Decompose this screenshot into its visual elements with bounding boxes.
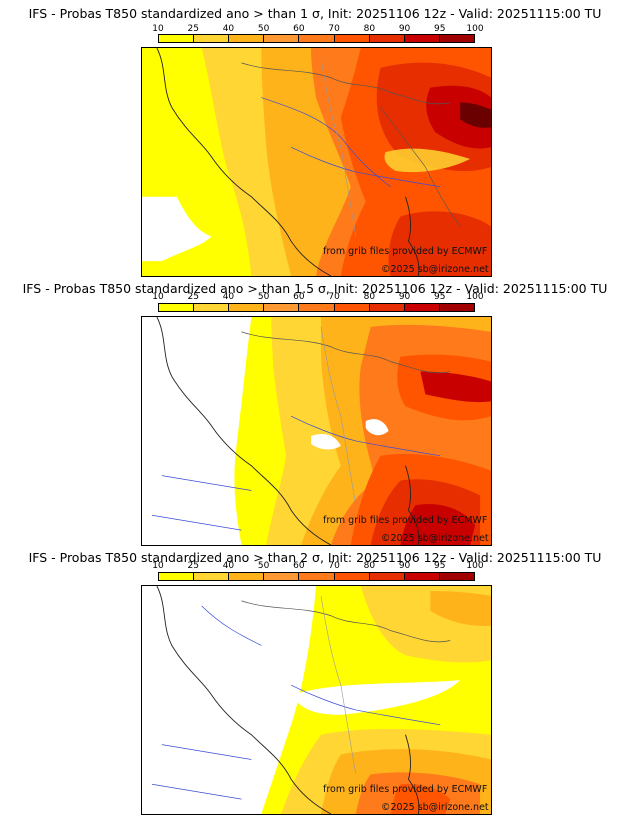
colorbar-segment	[369, 35, 405, 42]
panel-1-title: IFS - Probas T850 standardized ano > tha…	[28, 6, 602, 21]
panel-3-credit-copyright: ©2025 sb@irizone.net	[381, 802, 489, 813]
colorbar-segment	[264, 35, 300, 42]
colorbar-segment	[404, 304, 440, 311]
panel-1-credit-copyright: ©2025 sb@irizone.net	[381, 264, 489, 275]
panel-2-credit-copyright: ©2025 sb@irizone.net	[381, 533, 489, 544]
panel-1-colorbar	[158, 34, 475, 43]
colorbar-segment	[404, 35, 440, 42]
colorbar-segment	[299, 573, 335, 580]
colorbar-tick-label: 10	[152, 561, 164, 571]
colorbar-tick-label: 10	[152, 24, 164, 34]
colorbar-segment	[229, 304, 265, 311]
colorbar-tick-label: 80	[363, 24, 376, 34]
colorbar-tick-label: 25	[187, 561, 199, 571]
colorbar-tick-label: 100	[466, 561, 484, 571]
colorbar-segment	[369, 304, 405, 311]
colorbar-segment	[334, 573, 370, 580]
panel-2-colorbar	[158, 303, 475, 312]
colorbar-tick-label: 95	[434, 24, 446, 34]
colorbar-tick-label: 10	[152, 292, 164, 302]
panel-1-map	[141, 47, 492, 277]
colorbar-tick-label: 25	[187, 292, 199, 302]
panel-2-title: IFS - Probas T850 standardized ano > tha…	[22, 281, 608, 296]
colorbar-tick-label: 25	[187, 24, 199, 34]
colorbar-segment	[264, 573, 300, 580]
panel-3-credit-source: from grib files provided by ECMWF	[323, 784, 488, 795]
colorbar-tick-label: 70	[328, 292, 340, 302]
colorbar-tick-label: 80	[363, 561, 376, 571]
colorbar-segment	[229, 573, 265, 580]
colorbar-tick-label: 60	[293, 292, 305, 302]
colorbar-segment	[229, 35, 265, 42]
colorbar-segment	[194, 304, 230, 311]
colorbar-tick-label: 95	[434, 561, 446, 571]
panel-2-map	[141, 316, 492, 546]
colorbar-tick-label: 90	[398, 292, 411, 302]
colorbar-segment	[334, 35, 370, 42]
colorbar-segment	[334, 304, 370, 311]
colorbar-segment	[159, 573, 195, 580]
colorbar-tick-label: 40	[222, 292, 235, 302]
colorbar-segment	[369, 573, 405, 580]
colorbar-tick-label: 60	[293, 24, 305, 34]
panel-2-credit-source: from grib files provided by ECMWF	[323, 515, 488, 526]
colorbar-tick-label: 70	[328, 561, 340, 571]
colorbar-tick-label: 100	[466, 292, 484, 302]
colorbar-segment	[194, 35, 230, 42]
colorbar-segment	[439, 304, 474, 311]
colorbar-tick-label: 90	[398, 24, 411, 34]
colorbar-segment	[194, 573, 230, 580]
colorbar-tick-label: 50	[257, 561, 270, 571]
colorbar-segment	[299, 35, 335, 42]
panel-1-credit-source: from grib files provided by ECMWF	[323, 246, 488, 257]
colorbar-segment	[299, 304, 335, 311]
colorbar-tick-label: 50	[257, 292, 270, 302]
colorbar-tick-label: 90	[398, 561, 411, 571]
colorbar-tick-label: 70	[328, 24, 340, 34]
colorbar-segment	[264, 304, 300, 311]
colorbar-tick-label: 40	[222, 561, 235, 571]
colorbar-tick-label: 60	[293, 561, 305, 571]
colorbar-tick-label: 50	[257, 24, 270, 34]
panel-3-colorbar	[158, 572, 475, 581]
colorbar-segment	[439, 35, 474, 42]
colorbar-tick-label: 95	[434, 292, 446, 302]
colorbar-segment	[404, 573, 440, 580]
colorbar-tick-label: 100	[466, 24, 484, 34]
colorbar-segment	[159, 35, 195, 42]
colorbar-segment	[439, 573, 474, 580]
colorbar-tick-label: 40	[222, 24, 235, 34]
colorbar-segment	[159, 304, 195, 311]
colorbar-tick-label: 80	[363, 292, 376, 302]
panel-3-title: IFS - Probas T850 standardized ano > tha…	[28, 550, 602, 565]
panel-3-map	[141, 585, 492, 815]
